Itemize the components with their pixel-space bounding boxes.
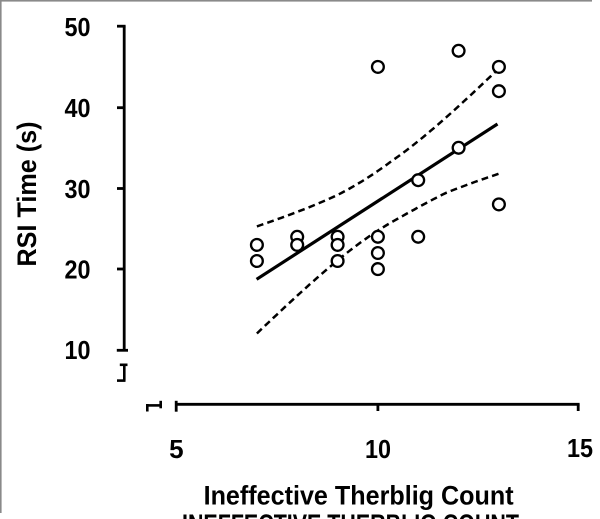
svg-text:Ineffective Therblig Count: Ineffective Therblig Count	[204, 480, 514, 510]
svg-text:50: 50	[65, 12, 91, 42]
svg-text:10: 10	[65, 335, 91, 365]
svg-text:40: 40	[65, 93, 91, 123]
svg-text:20: 20	[65, 255, 91, 285]
svg-text:15: 15	[567, 433, 593, 463]
svg-text:INEFFECTIVE THERBLIG COUNT: INEFFECTIVE THERBLIG COUNT	[182, 509, 519, 519]
svg-text:30: 30	[65, 174, 91, 204]
svg-text:RSI Time (s): RSI Time (s)	[12, 122, 42, 267]
svg-text:5: 5	[169, 434, 183, 464]
svg-text:10: 10	[365, 434, 391, 464]
